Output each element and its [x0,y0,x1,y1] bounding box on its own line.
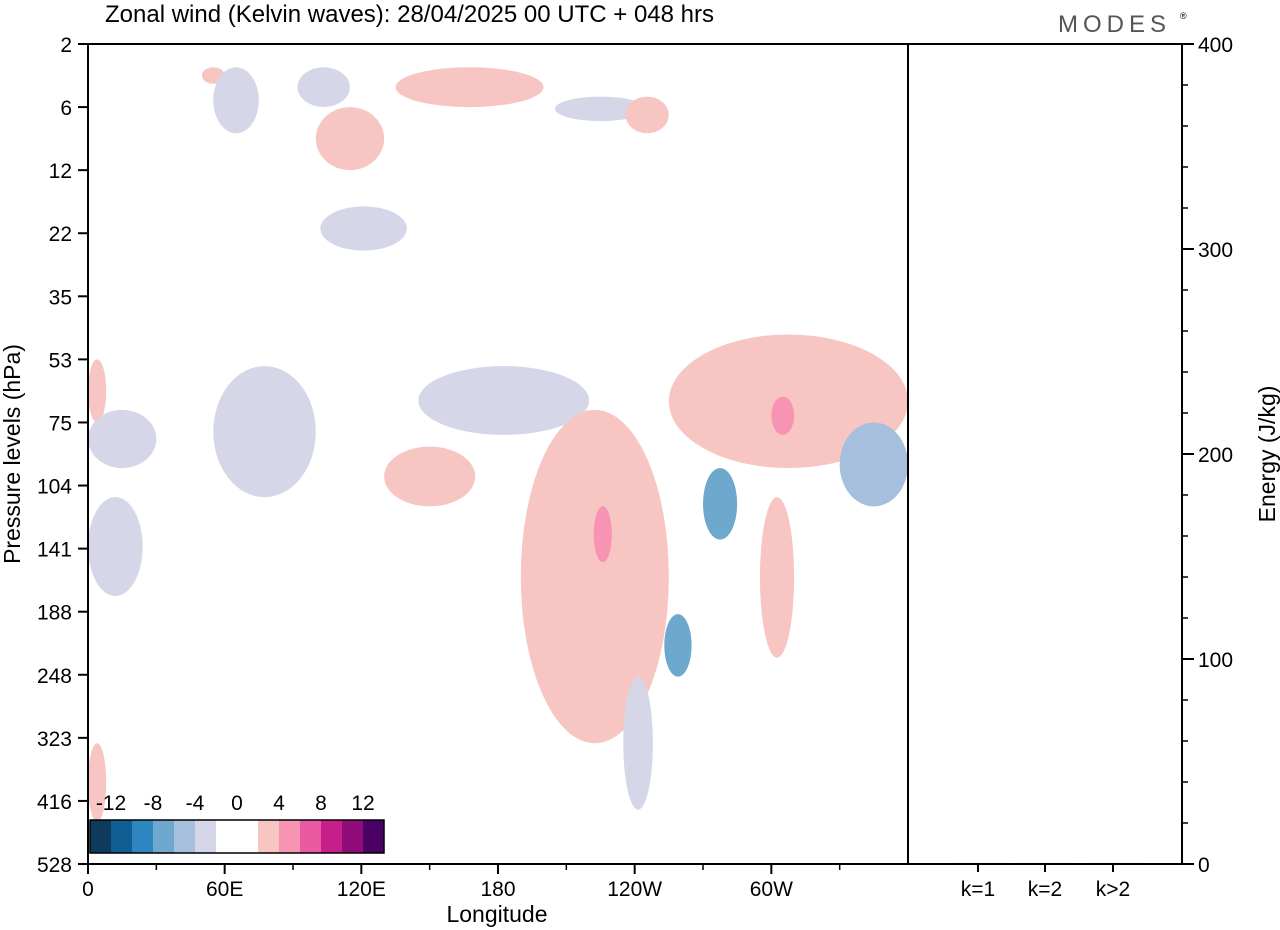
modes-logo: MODES [1058,11,1171,38]
colorbar-label: -12 [96,792,126,815]
wavenumber-tick-label: k>2 [1096,878,1130,901]
modes-logo-mark: ® [1180,11,1187,21]
pressure-tick-label: 75 [49,412,72,435]
westerly-anomaly-region [395,67,544,108]
westerly-anomaly-region [593,506,612,563]
colorbar-label: 4 [273,792,285,815]
colorbar-swatch [300,820,321,853]
colorbar-swatch [111,820,132,853]
easterly-anomaly-region [554,96,647,122]
energy-panel-background [908,44,1182,864]
wind-anomaly-regions [88,67,909,822]
colorbar-swatch [153,820,174,853]
colorbar: -12 -8 -4 0 4 8 12 [89,792,385,854]
colorbar-swatch [132,820,153,853]
longitude-tick-label: 60W [750,878,793,901]
pressure-tick-label: 528 [37,854,72,877]
pressure-axis-title: Pressure levels (hPa) [0,344,25,564]
pressure-tick-label: 188 [37,602,72,625]
colorbar-swatch [321,820,342,853]
westerly-anomaly-region [315,107,385,171]
colorbar-label: -8 [144,792,163,815]
pressure-tick-label: 104 [37,476,72,499]
colorbar-swatch [279,820,300,853]
longitude-axis: 0 60E 120E 180 120W 60W [82,864,841,901]
pressure-tick-label: 12 [49,160,72,183]
pressure-tick-label: 6 [60,97,72,120]
chart-title: Zonal wind (Kelvin waves): 28/04/2025 00… [105,1,714,28]
longitude-tick-label: 120W [607,878,662,901]
westerly-anomaly-region [771,396,795,435]
pressure-tick-label: 35 [49,286,72,309]
wind-section-panel: 2 6 12 22 35 53 75 104 141 188 248 323 416 528 0 60E 12… [37,34,909,901]
colorbar-label: -4 [186,792,205,815]
pressure-tick-label: 141 [37,539,72,562]
colorbar-swatch [342,820,363,853]
colorbar-swatch [174,820,195,853]
westerly-anomaly-region [625,96,669,134]
westerly-anomaly-region [88,359,107,423]
energy-axis: 0 100 200 300 400 [1182,34,1233,877]
colorbar-swatch [195,820,216,853]
pressure-tick-label: 22 [49,223,72,246]
westerly-anomaly-region [520,409,669,744]
wavenumber-tick-label: k=1 [961,878,995,901]
easterly-anomaly-region [213,366,316,498]
easterly-anomaly-region [418,366,590,435]
westerly-anomaly-region [384,446,476,507]
colorbar-swatch [216,820,237,853]
easterly-anomaly-region [320,206,407,251]
easterly-anomaly-region [297,67,350,108]
colorbar-label: 8 [315,792,327,815]
easterly-anomaly-region [703,468,738,540]
pressure-tick-label: 53 [49,349,72,372]
colorbar-swatch [258,820,279,853]
energy-tick-label: 100 [1198,649,1233,672]
easterly-anomaly-region [88,409,157,469]
energy-axis-title: Energy (J/kg) [1254,386,1280,523]
pressure-axis: 2 6 12 22 35 53 75 104 141 188 248 323 416 528 [37,34,88,877]
wavenumber-axis: k=1 k=2 k>2 [961,864,1130,901]
pressure-tick-label: 248 [37,665,72,688]
westerly-anomaly-region [88,743,107,822]
colorbar-label: 0 [231,792,243,815]
easterly-anomaly-region [623,676,653,810]
energy-tick-label: 200 [1198,444,1233,467]
energy-tick-label: 300 [1198,239,1233,262]
wavenumber-tick-label: k=2 [1028,878,1062,901]
energy-tick-label: 0 [1198,854,1210,877]
colorbar-swatch [237,820,258,853]
longitude-tick-label: 180 [480,878,515,901]
colorbar-frame [89,819,385,854]
easterly-anomaly-region [213,67,259,134]
westerly-anomaly-region [759,497,795,658]
easterly-anomaly-region [664,614,692,677]
colorbar-label: 12 [351,792,374,815]
colorbar-swatch [363,820,384,853]
easterly-anomaly-region [839,422,908,507]
pressure-tick-label: 2 [60,34,72,57]
easterly-anomaly-region [88,497,143,596]
pressure-tick-label: 323 [37,728,72,751]
energy-panel: 0 100 200 300 400 k=1 k=2 k>2 [907,34,1233,901]
longitude-tick-label: 0 [82,878,94,901]
colorbar-swatch [90,820,111,853]
pressure-tick-label: 416 [37,791,72,814]
energy-tick-label: 400 [1198,34,1233,57]
longitude-tick-label: 120E [337,878,386,901]
longitude-tick-label: 60E [206,878,243,901]
longitude-axis-title: Longitude [446,901,547,927]
